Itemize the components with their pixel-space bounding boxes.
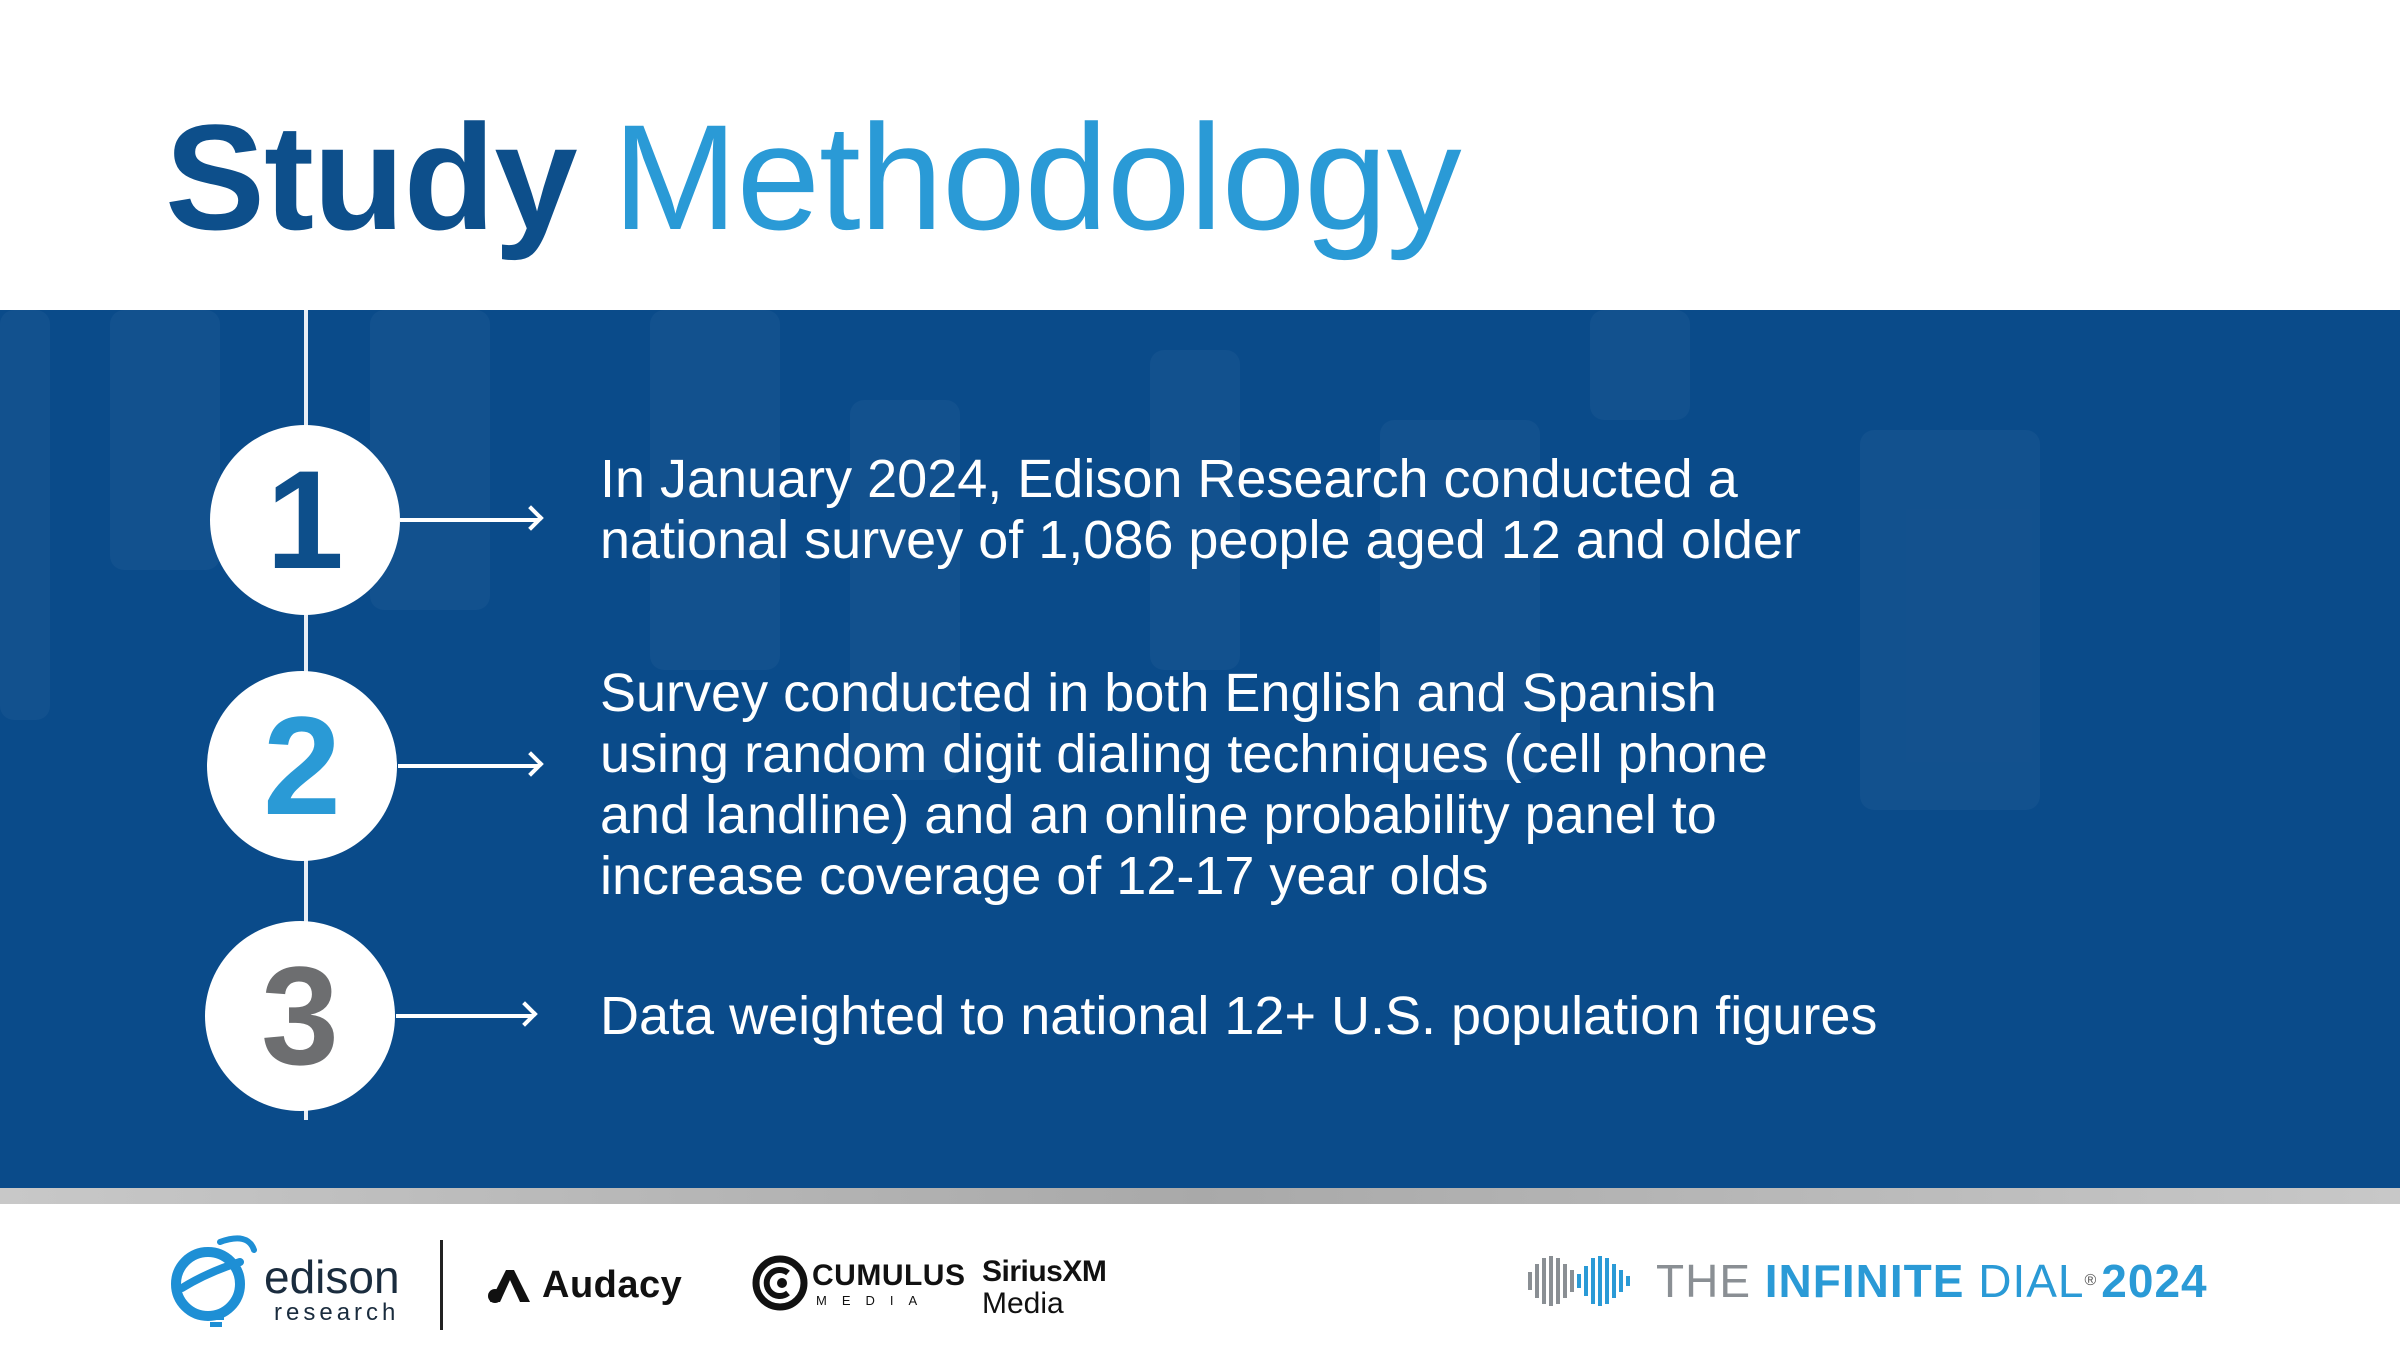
siriusxm-sub: Media — [982, 1287, 1064, 1320]
cumulus-media-logo: CUMULUS MEDIA — [752, 1254, 965, 1314]
page-title-light: Methodology — [612, 93, 1462, 261]
step-2-number: 2 — [263, 687, 341, 844]
step-3-badge: 3 — [205, 921, 395, 1111]
step-2-line: increase coverage of 12-17 year olds — [600, 846, 1489, 906]
step-2-line: Survey conducted in both English and Spa… — [600, 663, 1717, 723]
step-3-text: Data weighted to national 12+ U.S. popul… — [600, 986, 2140, 1047]
dial-the: THE — [1656, 1255, 1765, 1307]
page-title-bold: Study — [165, 93, 578, 261]
edison-swirl-icon — [171, 1235, 257, 1327]
step-1-badge: 1 — [210, 425, 400, 615]
cumulus-name: CUMULUS — [812, 1259, 966, 1292]
page-title: Study Methodology — [165, 82, 1462, 272]
methodology-panel: 1 In January 2024, Edison Research condu… — [0, 310, 2400, 1188]
infinite-dial-logo: THE INFINITE DIAL®2024 — [1524, 1246, 2208, 1316]
step-1-number: 1 — [266, 441, 344, 598]
logo-divider — [440, 1240, 443, 1330]
step-2-text: Survey conducted in both English and Spa… — [600, 663, 2140, 907]
step-1-line: In January 2024, Edison Research conduct… — [600, 449, 1738, 509]
step-2-line: using random digit dialing techniques (c… — [600, 724, 1768, 784]
audacy-name: Audacy — [542, 1263, 683, 1306]
step-2-arrow-icon — [398, 764, 538, 768]
step-1-line: national survey of 1,086 people aged 12 … — [600, 510, 1801, 570]
footer: edison research Audacy CUMULUS MEDIA Sir… — [0, 1204, 2400, 1350]
step-3-arrow-icon — [396, 1014, 532, 1018]
step-2-badge: 2 — [207, 671, 397, 861]
step-3-number: 3 — [261, 937, 339, 1094]
cumulus-sub: MEDIA — [816, 1293, 933, 1308]
edison-sub: research — [274, 1299, 400, 1326]
audacy-a-icon — [488, 1270, 530, 1303]
footer-separator — [0, 1188, 2400, 1204]
audacy-logo: Audacy — [486, 1260, 682, 1310]
dial-registered-mark: ® — [2084, 1272, 2098, 1289]
step-3-line: Data weighted to national 12+ U.S. popul… — [600, 986, 1878, 1046]
infinite-dial-wordmark: THE INFINITE DIAL®2024 — [1656, 1253, 2208, 1309]
dial-infinite: INFINITE — [1764, 1255, 1965, 1307]
step-1-text: In January 2024, Edison Research conduct… — [600, 449, 2140, 571]
dial-year: 2024 — [2101, 1255, 2208, 1307]
siriusxm-media-logo: SiriusXM Media — [982, 1256, 1122, 1326]
step-1-arrow-icon — [400, 518, 538, 522]
cumulus-c-icon — [752, 1255, 808, 1311]
infinity-waveform-icon — [1528, 1256, 1630, 1306]
edison-name: edison — [264, 1251, 400, 1303]
siriusxm-name: SiriusXM — [982, 1255, 1107, 1288]
dial-dial: DIAL — [1964, 1255, 2085, 1307]
step-2-line: and landline) and an online probability … — [600, 785, 1717, 845]
edison-research-logo: edison research — [168, 1232, 418, 1332]
